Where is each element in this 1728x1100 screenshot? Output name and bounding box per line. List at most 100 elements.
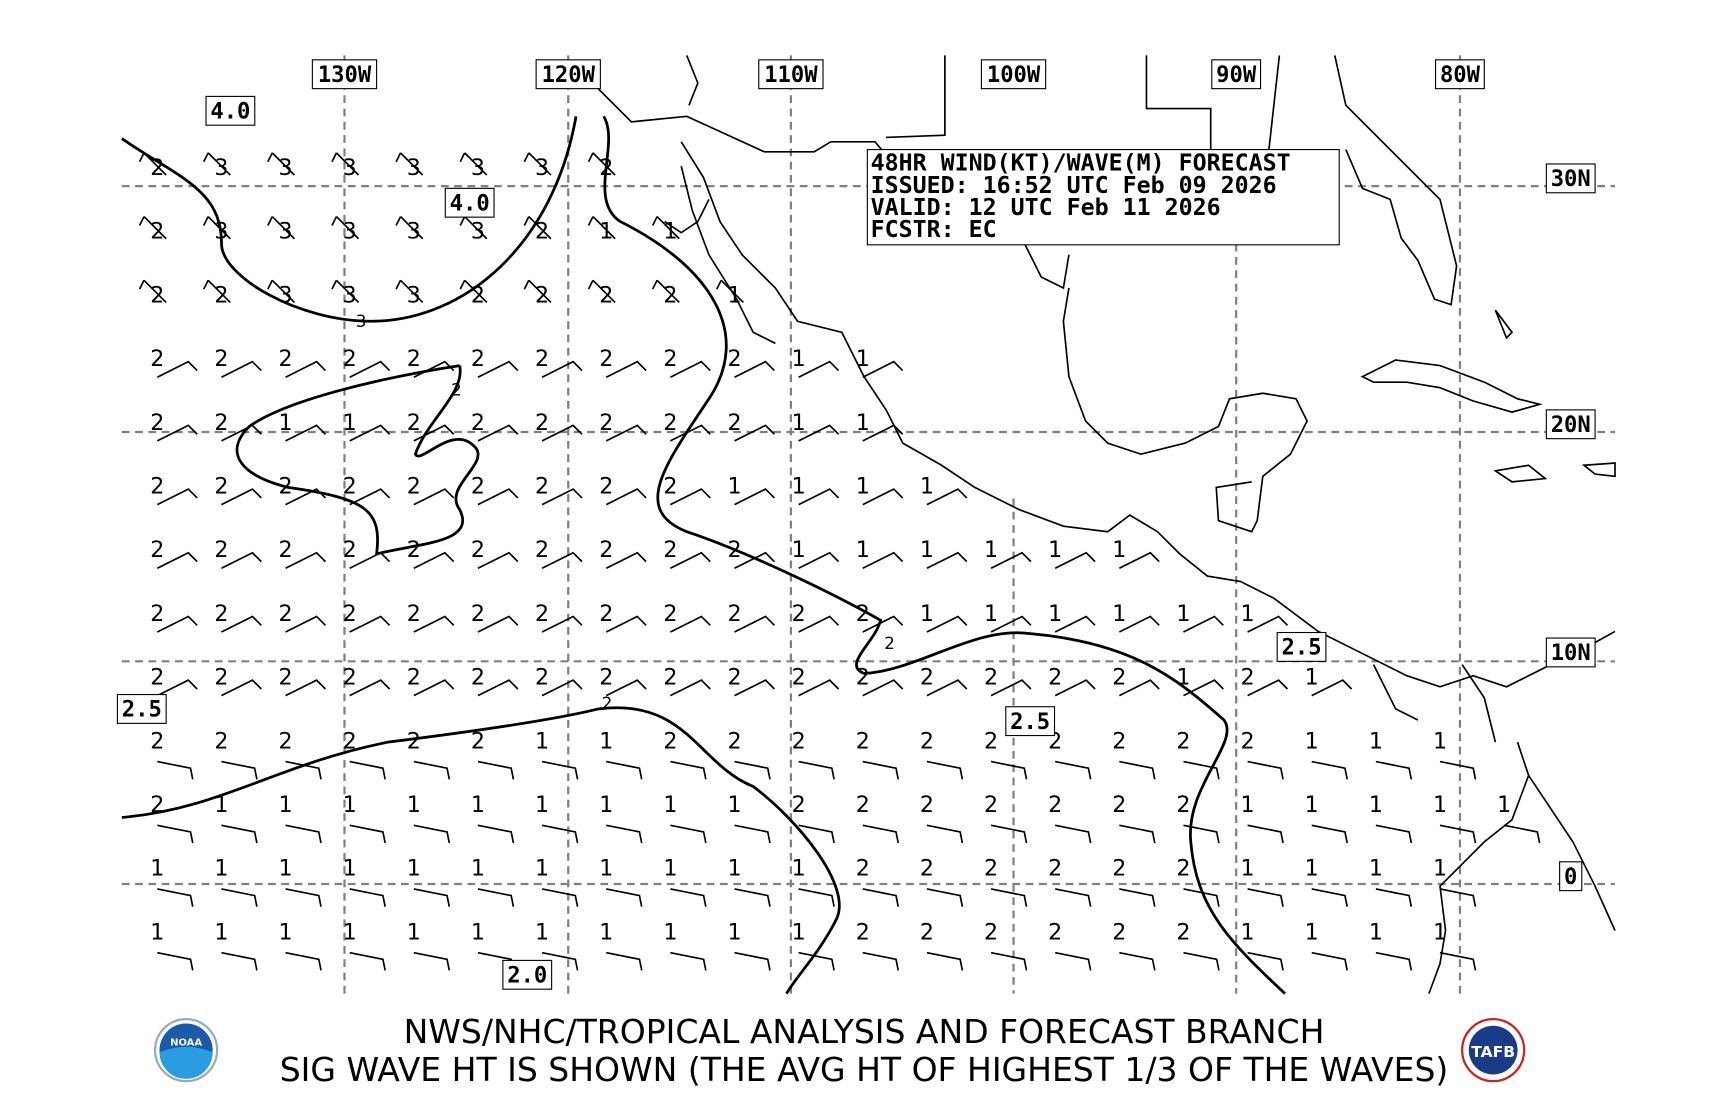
wind-barb	[734, 951, 771, 971]
svg-text:NOAA: NOAA	[170, 1038, 202, 1049]
wave-height-value: 1	[1433, 919, 1447, 945]
wave-height-value: 2	[279, 346, 293, 372]
longitude-labels: 130W 120W 110W 100W 90W 80W	[311, 59, 1485, 90]
wave-height-value: 2	[599, 282, 613, 308]
wave-height-value: 2	[407, 728, 421, 754]
wave-height-value: 2	[1112, 919, 1126, 945]
wave-height-value: 2	[727, 665, 741, 691]
wind-barb	[477, 760, 515, 780]
wave-height-value: 1	[214, 856, 228, 882]
wave-height-value: 1	[1369, 792, 1383, 818]
contour-inline-labels: 3 2 2 2	[356, 312, 895, 713]
wind-barb	[285, 679, 327, 697]
wave-height-value: 1	[1176, 665, 1190, 691]
wave-height-value: 2	[663, 665, 677, 691]
wave-height-value: 2	[471, 474, 485, 500]
wind-barb	[670, 888, 707, 907]
wave-height-value: 1	[920, 537, 934, 563]
wind-barb	[926, 824, 964, 844]
wind-barb	[156, 360, 198, 378]
wind-barb	[541, 824, 579, 844]
wind-barb	[285, 551, 327, 570]
wave-height-value: 1	[1241, 919, 1255, 945]
wind-barb	[1247, 888, 1284, 907]
wind-barb	[798, 424, 840, 442]
svg-text:4.0: 4.0	[210, 99, 250, 125]
wave-height-value: 2	[471, 346, 485, 372]
wave-height-value: 1	[599, 219, 613, 245]
svg-text:130W: 130W	[318, 62, 372, 88]
wave-height-value: 2	[535, 219, 549, 245]
wave-height-value: 1	[407, 792, 421, 818]
header-title: 48HR WIND(KT)/WAVE(M) FORECAST	[871, 150, 1291, 177]
wave-height-value: 2	[856, 728, 870, 754]
wind-barb	[157, 824, 194, 844]
wave-height-value: 2	[792, 728, 806, 754]
wind-barb	[862, 551, 904, 570]
wind-barb	[606, 760, 643, 780]
wave-height-value: 2	[535, 410, 549, 436]
wind-barb	[285, 488, 327, 506]
wind-barb	[1311, 888, 1348, 907]
svg-text:2.5: 2.5	[1282, 635, 1322, 661]
wind-barb	[221, 360, 262, 378]
contour-label: 2	[602, 694, 613, 713]
svg-text:0: 0	[1564, 864, 1577, 890]
wave-height-value: 3	[279, 219, 293, 245]
wind-barb	[926, 679, 968, 697]
wind-barb	[926, 551, 968, 570]
wave-height-value: 2	[214, 346, 228, 372]
wave-height-value: 1	[535, 728, 549, 754]
wave-height-value: 2	[856, 919, 870, 945]
wave-height-value: 1	[599, 792, 613, 818]
wave-height-value: 2	[214, 537, 228, 563]
wave-height-value: 1	[1241, 601, 1255, 627]
header-forecaster: FCSTR: EC	[871, 216, 997, 243]
wind-barb	[395, 279, 424, 304]
wave-height-value: 2	[407, 665, 421, 691]
wave-height-value: 1	[535, 856, 549, 882]
lat-label-30n: 30N	[1545, 163, 1596, 194]
wind-barb	[587, 215, 616, 240]
wind-barb	[1055, 888, 1092, 907]
wind-barb	[1375, 760, 1413, 780]
wave-height-value: 2	[279, 537, 293, 563]
wind-barb	[267, 279, 296, 304]
wind-barb	[798, 824, 835, 844]
wave-height-value: 1	[792, 856, 806, 882]
wind-barb	[1247, 951, 1284, 971]
wave-height-value: 2	[343, 601, 357, 627]
wind-barb	[926, 951, 964, 971]
wind-barb	[413, 824, 451, 844]
noaa-logo: NOAA	[153, 1018, 219, 1083]
wind-barb	[1054, 615, 1096, 633]
wind-barb	[1183, 760, 1220, 780]
svg-text:120W: 120W	[542, 62, 596, 88]
wind-barb	[285, 360, 327, 378]
wave-height-value: 2	[535, 665, 549, 691]
wave-height-value: 2	[984, 665, 998, 691]
wind-barb	[734, 888, 771, 907]
wave-height-value: 2	[920, 919, 934, 945]
wind-barb	[477, 488, 519, 506]
wind-barb	[1183, 615, 1224, 633]
wind-barb	[670, 488, 711, 506]
wind-barb	[1247, 615, 1289, 633]
wind-barb	[605, 424, 647, 442]
wind-barb	[798, 488, 840, 506]
wind-barb	[413, 424, 455, 442]
wind-barb	[477, 824, 515, 844]
wind-barb	[413, 679, 455, 697]
wave-height-value: 1	[727, 282, 741, 308]
lat-label-10n: 10N	[1545, 637, 1596, 668]
wave-height-value: 2	[727, 601, 741, 627]
wave-height-value: 1	[535, 792, 549, 818]
wind-barb	[1439, 888, 1477, 907]
lon-label-110w: 110W	[758, 59, 824, 90]
wind-barb	[734, 360, 775, 378]
wind-barb	[1439, 951, 1477, 971]
wind-barb	[285, 824, 322, 844]
footer-line-2: SIG WAVE HT IS SHOWN (THE AVG HT OF HIGH…	[279, 1050, 1449, 1089]
wave-height-value: 2	[343, 474, 357, 500]
